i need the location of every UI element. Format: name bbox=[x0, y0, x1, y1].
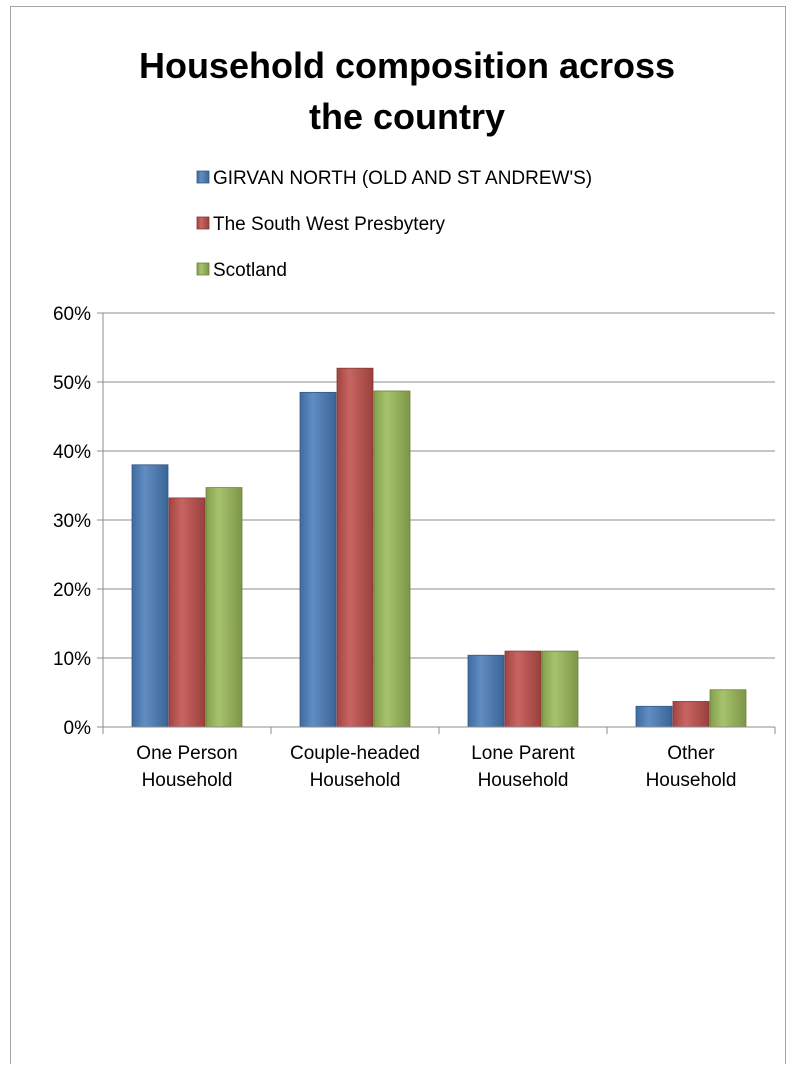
bar-series3-cat2 bbox=[373, 390, 411, 728]
x-category-label: Household bbox=[142, 770, 233, 791]
bar-series2-cat2 bbox=[336, 367, 374, 728]
x-category-label: Other bbox=[667, 743, 715, 764]
bar-series2-cat4 bbox=[672, 701, 710, 728]
legend-swatch-3 bbox=[196, 262, 210, 276]
chart-title-line-1: Household composition across bbox=[139, 45, 675, 86]
chart-title: Household composition across the country bbox=[139, 45, 675, 137]
y-tick-label: 30% bbox=[53, 511, 91, 532]
bar-series3-cat4 bbox=[709, 689, 747, 728]
legend-label-3: Scotland bbox=[213, 260, 287, 281]
y-tick-label: 40% bbox=[53, 442, 91, 463]
bar-series2-cat3 bbox=[504, 650, 542, 728]
bar-series1-cat3 bbox=[467, 654, 505, 728]
axes bbox=[102, 313, 776, 734]
legend-swatch-2 bbox=[196, 216, 210, 230]
x-category-label: Household bbox=[478, 770, 569, 791]
bar-chart: Household composition across the country… bbox=[53, 45, 776, 791]
chart-frame: Household composition across the country… bbox=[10, 6, 786, 1064]
x-category-label: Couple-headed bbox=[290, 743, 420, 764]
bars bbox=[131, 367, 747, 728]
y-tick-labels: 0% 10% 20% 30% 40% 50% 60% bbox=[53, 304, 91, 739]
y-tick-label: 60% bbox=[53, 304, 91, 325]
legend-label-1: GIRVAN NORTH (OLD AND ST ANDREW'S) bbox=[213, 168, 592, 189]
x-category-labels: One Person Household Couple-headed Househol… bbox=[136, 743, 736, 791]
bar-series1-cat1 bbox=[131, 464, 169, 728]
legend-label-2: The South West Presbytery bbox=[213, 214, 445, 235]
y-tick-label: 50% bbox=[53, 373, 91, 394]
chart-title-line-2: the country bbox=[309, 96, 505, 137]
bar-series3-cat1 bbox=[205, 487, 243, 728]
bar-series3-cat3 bbox=[541, 650, 579, 728]
x-category-label: Household bbox=[646, 770, 737, 791]
bar-series2-cat1 bbox=[168, 497, 206, 728]
x-category-label: Household bbox=[310, 770, 401, 791]
bar-series1-cat2 bbox=[299, 391, 337, 728]
legend-swatch-1 bbox=[196, 170, 210, 184]
y-tick-label: 20% bbox=[53, 580, 91, 601]
y-tick-label: 0% bbox=[64, 718, 92, 739]
y-tick-label: 10% bbox=[53, 649, 91, 670]
x-category-label: Lone Parent bbox=[471, 743, 575, 764]
x-category-label: One Person bbox=[136, 743, 237, 764]
bar-series1-cat4 bbox=[635, 705, 673, 728]
legend: GIRVAN NORTH (OLD AND ST ANDREW'S) The So… bbox=[196, 168, 592, 281]
